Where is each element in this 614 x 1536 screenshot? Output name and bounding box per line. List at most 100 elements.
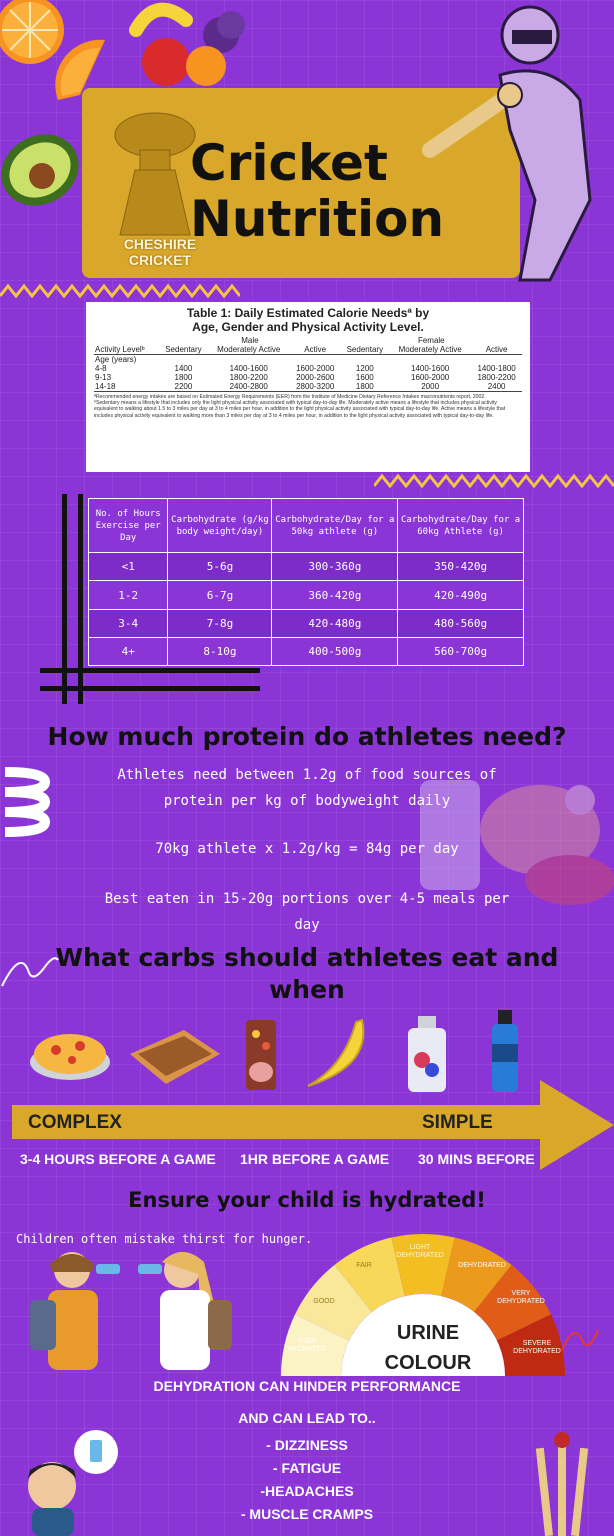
table-cell: 480-560g [397,608,524,638]
table-cell: 3-4 [87,608,169,638]
orange-slice-icon [0,0,64,64]
white-swirl-decoration [1,957,59,987]
protein-heading: How much protein do athletes need? [47,722,567,751]
dizzy-child-icon [28,1430,118,1536]
table-cell: 1-2 [87,580,169,610]
table-cell: 420-480g [271,608,399,638]
gauge-label-over-hydrated: OVER HYDRATED [288,1338,326,1353]
table-row: <1 5-6g 300-360g 350-420g [87,552,524,582]
gauge-segment [295,1264,372,1341]
gauge-label-fair: FAIR [356,1262,372,1269]
table-cell: 560-700g [397,636,524,667]
table-cell: 8-10g [167,636,273,667]
zigzag-decoration [374,473,614,489]
red-swirl-decoration [561,1329,599,1351]
fruit-basket-icon [129,2,245,86]
smoothie-icon [402,1014,452,1094]
column-header: Moderately Active [207,345,290,355]
frame-bar [62,494,67,704]
white-wave-decoration [4,767,50,837]
table-cell: 1800 [355,382,374,391]
urine-colour-gauge [281,1234,565,1376]
complex-to-simple-arrow [12,1105,572,1139]
simple-label: SIMPLE [422,1112,493,1133]
column-header: Carbohydrate/Day for a 60kg Athlete (g) [397,497,524,554]
table-cell: 1400 [174,364,193,373]
protein-foods-icon [420,780,614,905]
table-cell: 1600-2000 [411,373,450,382]
urine-colour-label: URINE COLOUR [384,1322,472,1374]
gauge-label-good: GOOD [313,1298,335,1305]
carbs-heading: What carbs should athletes eat and when [55,943,559,1004]
zigzag-decoration [0,283,240,299]
calorie-table-footnotes: ªRecommended energy intakes are based on… [94,394,506,419]
column-header: Sedentary [159,345,208,355]
table-cell: 7-8g [167,608,273,638]
gauge-segment [496,1314,565,1376]
table-cell: 1600 [355,373,374,382]
column-header: Active [289,345,341,355]
table-cell: 1400-1600 [229,364,268,373]
calorie-grid: Male Female Activity Levelᵇ Sedentary Mo… [94,336,522,392]
banana-icon [300,1016,372,1092]
female-group-header: Female [417,336,445,345]
protein-portions: Best eaten in 15-20g portions over 4-5 m… [104,891,510,933]
dehydration-warning: DEHYDRATION CAN HINDER PERFORMANCE [153,1378,461,1394]
avocado-icon [1,134,79,206]
table-cell: 1800-2200 [477,373,516,382]
toast-icon [124,1024,224,1090]
gauge-segment [441,1237,512,1312]
carbohydrate-table: No. of Hours Exercise per Day Carbohydra… [87,497,524,667]
table-cell: 2000 [421,382,440,391]
activity-level-header: Activity Levelᵇ [94,345,160,355]
gauge-segment [281,1314,350,1376]
age-label: Age (years) [95,355,137,364]
male-group-header: Male [241,336,259,345]
cricket-stumps-icon [535,1432,589,1536]
table-cell: 2400 [487,382,506,391]
timing-label: 30 MINS BEFORE [418,1151,535,1167]
table-cell: 14-18 [95,382,116,391]
table-cell: <1 [87,552,169,582]
arrow-head-icon [540,1080,614,1170]
table-cell: 1600-2000 [296,364,335,373]
table-cell: 2000-2600 [296,373,335,382]
table-row: 4-8 1400 1400-1600 1600-2000 1200 1400-1… [94,364,522,373]
gauge-segment [391,1234,455,1297]
hydration-heading: Ensure your child is hydrated! [128,1188,486,1212]
gauge-segment [474,1264,551,1341]
thirst-note: Children often mistake thirst for hunger… [16,1232,313,1246]
orange-wedge-icon [55,39,105,100]
gauge-segment [334,1237,405,1312]
table-row: 14-18 2200 2400-2800 2800-3200 1800 2000… [94,382,522,392]
table-cell: 1400-1800 [477,364,516,373]
table-cell: 1800 [174,373,193,382]
table-cell: 300-360g [271,552,399,582]
calorie-table-title: Table 1: Daily Estimated Calorie Needsª … [186,306,430,334]
pasta-icon [28,1018,112,1088]
list-item: - MUSCLE CRAMPS [240,1506,374,1522]
column-header: Moderately Active [389,345,472,355]
wheat-sheaf-logo-icon [114,112,196,236]
protein-example: 70kg athlete x 1.2g/kg = 84g per day [155,841,459,857]
list-item: - FATIGUE [272,1460,342,1476]
column-header: Sedentary [340,345,390,355]
timing-label: 3-4 HOURS BEFORE A GAME [20,1151,216,1167]
gauge-label-very-dehydrated: VERY DEHYDRATED [497,1290,545,1305]
calorie-needs-table: Table 1: Daily Estimated Calorie Needsª … [86,302,530,472]
table-cell: 9-13 [95,373,112,382]
table-cell: 360-420g [271,580,399,610]
dehydration-warning-2: AND CAN LEAD TO.. [238,1410,376,1426]
complex-label: COMPLEX [28,1112,122,1133]
table-cell: 1800-2200 [229,373,268,382]
table-cell: 400-500g [271,636,399,667]
table-cell: 350-420g [397,552,524,582]
list-item: -HEADACHES [260,1483,354,1499]
column-header: Active [471,345,522,355]
sports-drink-icon [488,1008,522,1094]
table-cell: 1400-1600 [411,364,450,373]
children-drinking-icon [30,1252,232,1370]
table-cell: 4-8 [95,364,107,373]
page-title: Cricket Nutrition [190,134,445,248]
table-cell: 5-6g [167,552,273,582]
